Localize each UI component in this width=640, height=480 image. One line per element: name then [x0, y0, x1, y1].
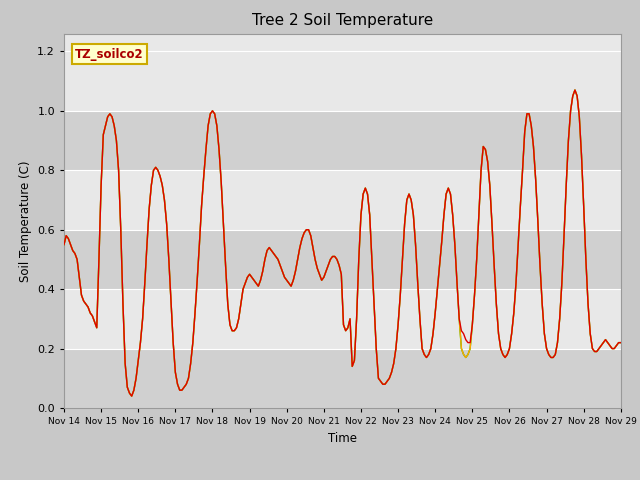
Y-axis label: Soil Temperature (C): Soil Temperature (C)	[19, 160, 31, 282]
Legend: Tree2 -2cm, Tree2 -4cm, Tree2 -8cm: Tree2 -2cm, Tree2 -4cm, Tree2 -8cm	[172, 474, 513, 480]
Bar	[64, 348, 621, 408]
Title: Tree 2 Soil Temperature: Tree 2 Soil Temperature	[252, 13, 433, 28]
Text: TZ_soilco2: TZ_soilco2	[75, 48, 144, 61]
Bar	[64, 230, 621, 289]
X-axis label: Time: Time	[328, 432, 357, 444]
Bar	[64, 111, 621, 170]
